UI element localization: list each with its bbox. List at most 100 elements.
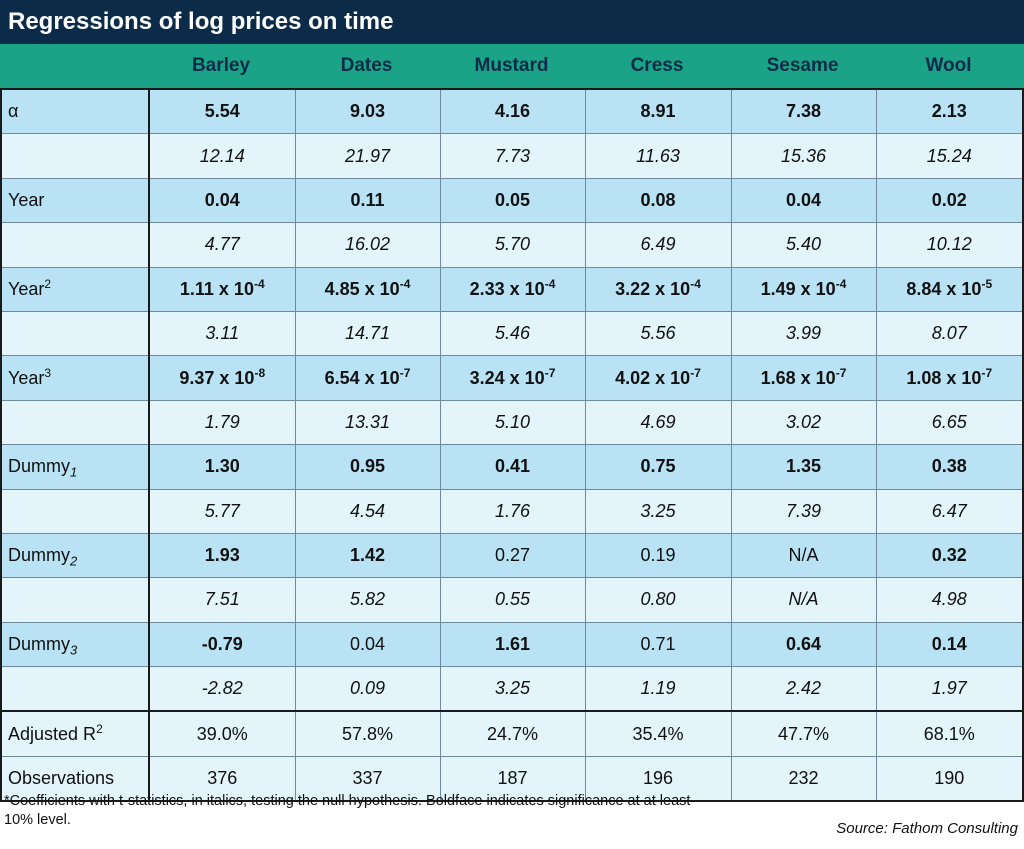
table-cell: 3.25 [439, 666, 586, 712]
cell-value: 3.11 [205, 323, 240, 344]
cell-value: 0.05 [494, 189, 531, 210]
cell-value: 57.8% [341, 723, 394, 744]
cell-value: 5.10 [494, 411, 531, 432]
table-row: Year3 9.37 x 10-8 6.54 x 10-7 3.24 x 10-7 4.… [0, 355, 1024, 401]
table-cell: 337 [294, 755, 441, 802]
table-cell: 1.97 [875, 666, 1024, 712]
cell-value: 1.79 [204, 411, 240, 432]
cell-value: 196 [642, 768, 674, 789]
row-label: Dummy3 [0, 621, 150, 668]
row-label: Observations [0, 755, 150, 802]
table-row: Adjusted R2 39.0% 57.8% 24.7% 35.4% 47.7% 68.1… [0, 710, 1024, 757]
cell-value: 4.02 x 10 [615, 367, 691, 388]
table-cell: 3.24 x 10-7 [439, 355, 586, 401]
table-cell: 1.68 x 10-7 [730, 355, 877, 401]
table-cell: 0.64 [730, 621, 877, 668]
cell-value: 3.25 [640, 500, 676, 521]
table-cell: 9.37 x 10-8 [148, 355, 296, 401]
table-title: Regressions of log prices on time [0, 0, 1024, 44]
row-label-superscript: 2 [96, 721, 103, 736]
table-cell: 1.35 [730, 444, 877, 490]
table-cell: 190 [875, 755, 1024, 802]
cell-value: 3.02 [785, 411, 822, 432]
cell-exponent: -7 [399, 365, 411, 380]
cell-value: 0.04 [785, 189, 822, 210]
cell-value: 1.08 x 10 [906, 367, 982, 388]
column-header-dates: Dates [340, 55, 393, 76]
cell-value: 4.69 [640, 411, 676, 432]
row-label-superscript: 2 [44, 276, 52, 291]
table-cell: 4.77 [148, 222, 296, 268]
table-cell: 4.02 x 10-7 [584, 355, 732, 401]
table-cell: -0.79 [148, 621, 296, 668]
cell-value: -0.79 [201, 633, 243, 654]
cell-value: 1.61 [494, 633, 531, 654]
table-cell: 47.7% [730, 710, 877, 757]
cell-value: 0.19 [640, 545, 676, 566]
cell-value: 1.93 [204, 545, 240, 566]
table-cell: 7.73 [439, 133, 586, 179]
cell-value: 1.76 [494, 500, 531, 521]
cell-value: 0.04 [204, 189, 240, 210]
cell-exponent: -7 [544, 365, 556, 380]
table-cell: 5.40 [730, 222, 877, 268]
table-row: Dummy2 1.93 1.42 0.27 0.19 N/A 0.32 [0, 532, 1024, 579]
table-cell: 0.09 [294, 666, 441, 712]
cell-value: 16.02 [344, 234, 391, 255]
table-cell: 0.04 [294, 621, 441, 668]
row-label: α [0, 88, 150, 135]
cell-value: 1.97 [931, 678, 967, 699]
table-row: Year 0.04 0.11 0.05 0.08 0.04 0.02 [0, 177, 1024, 224]
table-cell: 6.49 [584, 222, 732, 268]
cell-exponent: -7 [835, 365, 847, 380]
table-cell: 0.71 [584, 621, 732, 668]
table-cell: 13.31 [294, 399, 441, 446]
cell-value: 1.19 [640, 678, 676, 699]
table-row: Dummy1 1.30 0.95 0.41 0.75 1.35 0.38 [0, 444, 1024, 490]
table-cell: 2.33 x 10-4 [439, 266, 586, 312]
cell-value: 7.39 [785, 500, 822, 521]
table-cell: 4.69 [584, 399, 732, 446]
table-cell: 0.14 [875, 621, 1024, 668]
cell-value: 4.54 [349, 500, 386, 521]
row-label [0, 310, 150, 357]
table-cell: 7.38 [730, 88, 877, 135]
table-cell: 8.84 x 10-5 [875, 266, 1024, 312]
cell-value: 376 [207, 768, 238, 789]
cell-value: 14.71 [344, 323, 391, 344]
cell-value: 3.25 [494, 678, 531, 699]
table-cell: 1.93 [148, 532, 296, 579]
cell-value: 187 [497, 768, 528, 789]
cell-value: 0.80 [640, 589, 676, 610]
column-header-mustard: Mustard [474, 55, 549, 76]
cell-exponent: -8 [254, 365, 266, 380]
cell-value: 0.08 [640, 189, 676, 210]
table-cell: 4.16 [439, 88, 586, 135]
footnote: *Coefficients with t-statistics, in ital… [4, 793, 691, 828]
row-label: Dummy2 [0, 532, 150, 579]
cell-value: 1.35 [785, 456, 822, 477]
cell-value: 15.24 [926, 145, 972, 166]
cell-value: 4.77 [204, 234, 240, 255]
cell-value: 7.73 [494, 145, 531, 166]
table-cell: 5.54 [148, 88, 296, 135]
cell-value: 0.04 [349, 633, 386, 654]
table-cell: 1.19 [584, 666, 732, 712]
cell-exponent: -7 [690, 365, 701, 380]
table-cell: 2.42 [730, 666, 877, 712]
table-cell: 0.41 [439, 444, 586, 490]
row-label-text: Dummy [8, 633, 70, 654]
row-label-text: Year [8, 189, 45, 210]
cell-value: 1.68 x 10 [760, 367, 836, 388]
table-cell: 0.04 [730, 177, 877, 224]
cell-value: 8.07 [931, 323, 967, 344]
table-cell: 6.54 x 10-7 [294, 355, 441, 401]
cell-value: 232 [788, 768, 819, 789]
cell-exponent: -4 [399, 276, 411, 291]
cell-value: 1.49 x 10 [760, 278, 836, 299]
column-header-sesame: Sesame [766, 55, 839, 76]
table-row: α 5.54 9.03 4.16 8.91 7.38 2.13 [0, 88, 1024, 135]
cell-value: 35.4% [632, 723, 684, 744]
table-cell: 196 [584, 755, 732, 802]
row-label-text: Year [8, 367, 45, 388]
